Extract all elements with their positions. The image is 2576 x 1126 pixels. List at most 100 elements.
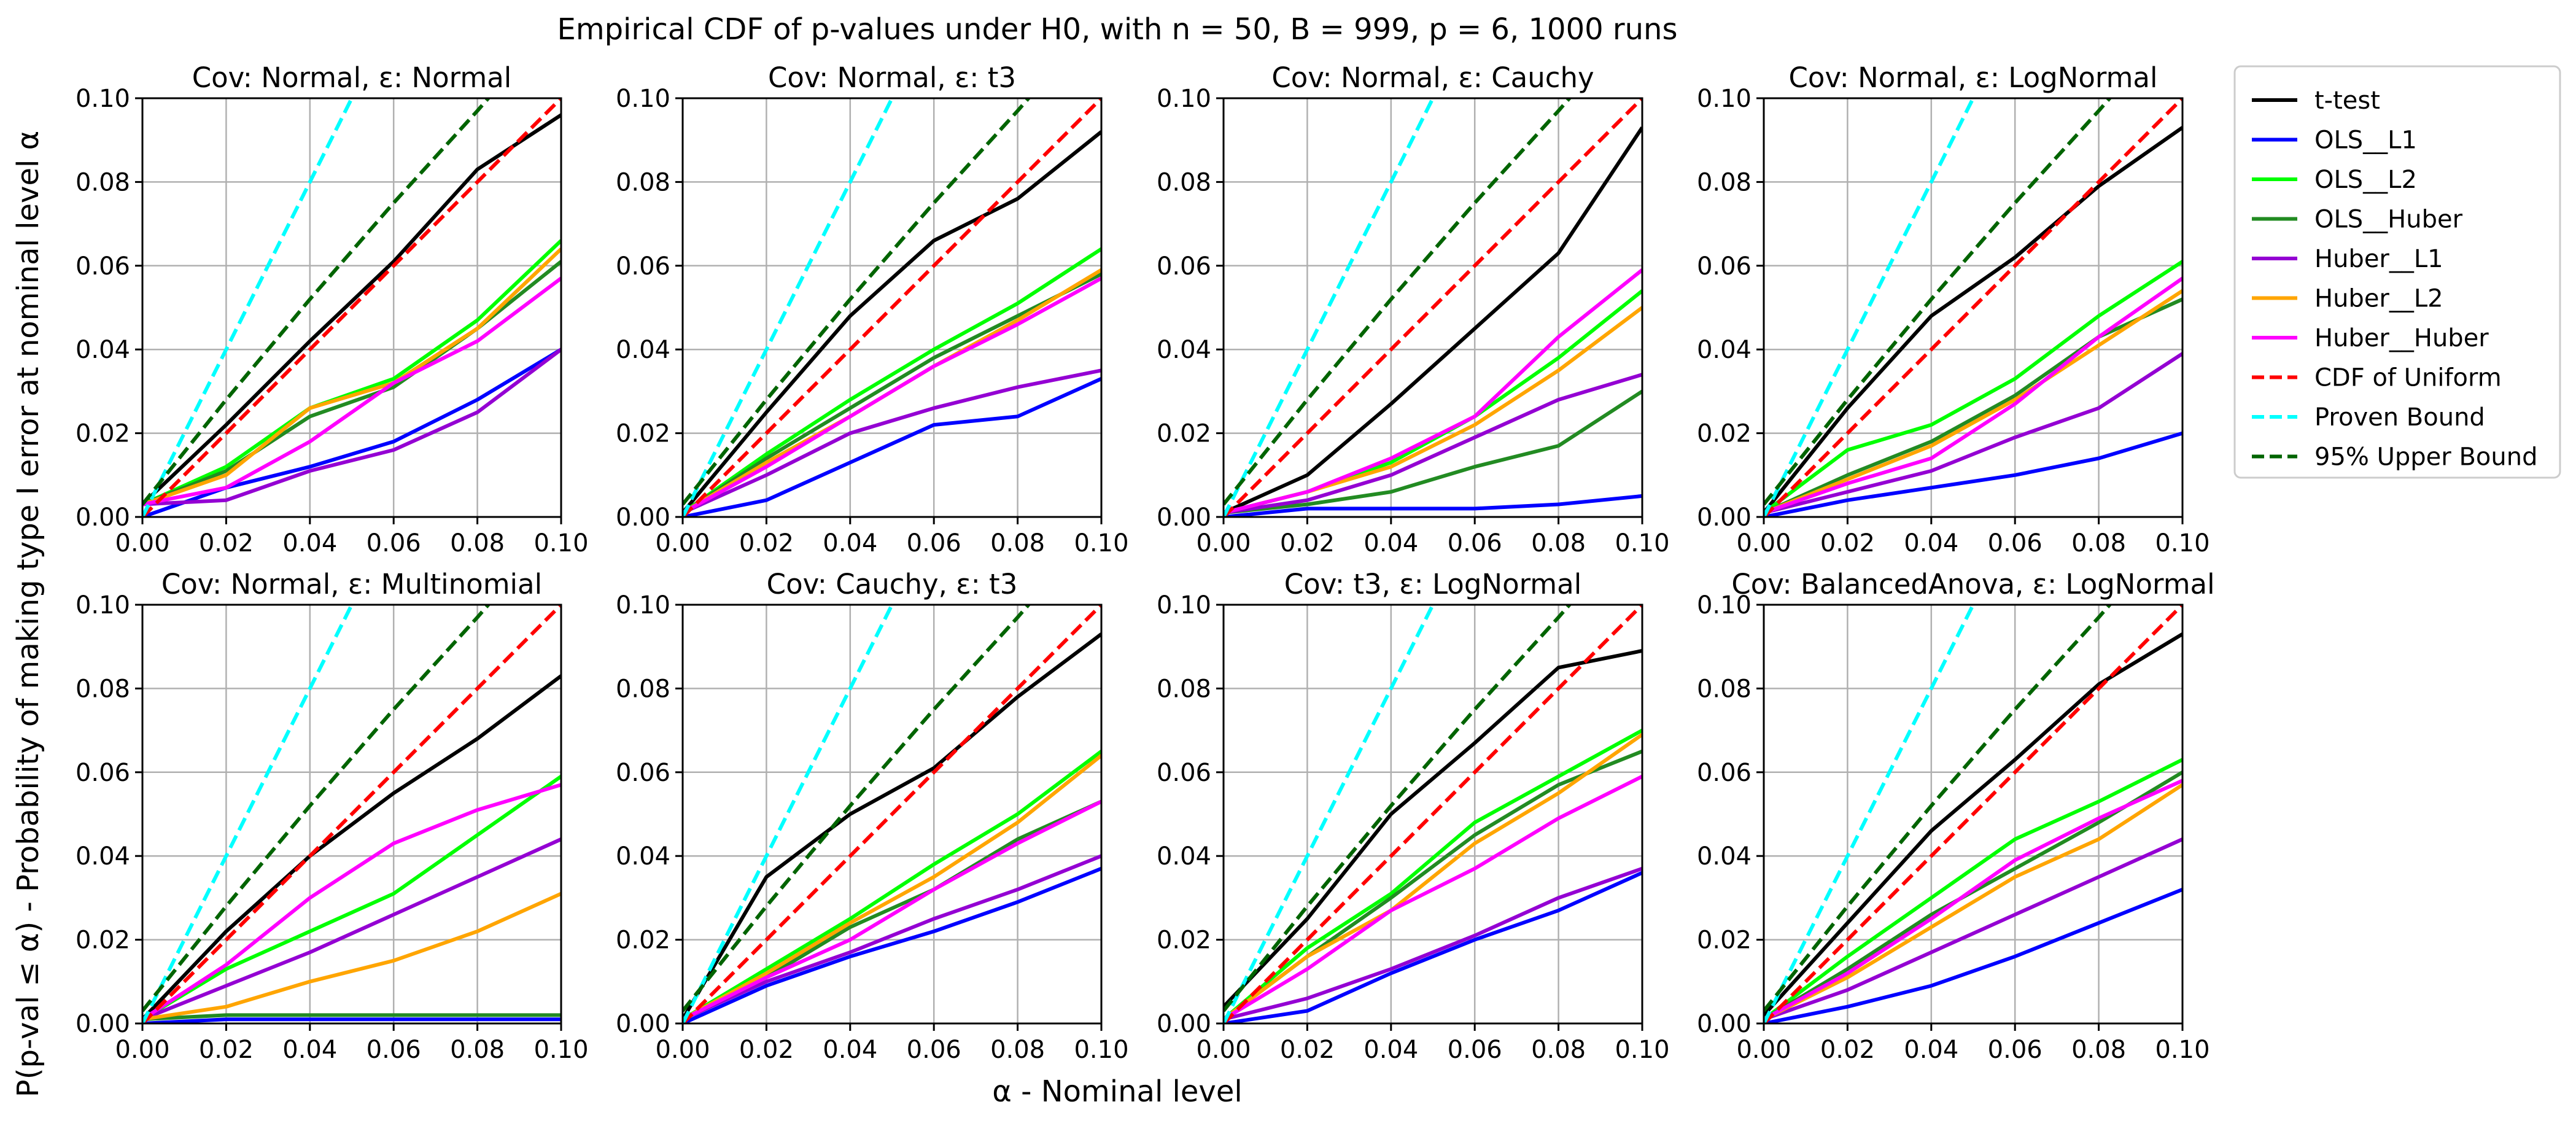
- y-tick-label: 0.04: [1697, 842, 1752, 871]
- y-tick-label: 0.04: [76, 842, 130, 871]
- subplot-1: 0.00 0.02 0.04 0.06 0.08 0.10 0.00 0.02 0.04 0.06…: [76, 61, 589, 557]
- subplot-title: Cov: Normal, ε: t3: [768, 61, 1016, 94]
- series-line-t-test: [1224, 649, 1642, 1008]
- y-tick-label: 0.06: [76, 759, 130, 787]
- x-tick-label: 0.08: [990, 529, 1045, 557]
- subplot-title: Cov: Normal, ε: Cauchy: [1271, 61, 1594, 94]
- series-line-huber-huber: [142, 783, 561, 1021]
- x-tick-label: 0.02: [199, 1036, 254, 1064]
- series-line-ols-l2: [142, 775, 561, 1021]
- x-tick-label: 0.10: [2155, 1036, 2209, 1064]
- y-tick-label: 0.02: [616, 420, 670, 448]
- x-tick-label: 0.00: [1196, 1036, 1251, 1064]
- series-line-huber-l2: [1764, 783, 2182, 1021]
- series-line-huber-l1: [1224, 866, 1642, 1022]
- series-line-ols-huber: [142, 1013, 561, 1022]
- x-tick-label: 0.00: [115, 1036, 169, 1064]
- series-group: [1764, 98, 2182, 517]
- subplot-2: 0.00 0.02 0.04 0.06 0.08 0.10 0.00 0.02 0.04 0.06…: [616, 61, 1129, 557]
- series-line-95-upper-bound: [1764, 605, 2112, 1012]
- y-tick-label: 0.10: [616, 85, 670, 113]
- series-line-cdf-of-uniform: [1764, 605, 2182, 1023]
- y-tick-label: 0.08: [616, 675, 670, 703]
- subplot-7: 0.00 0.02 0.04 0.06 0.08 0.10 0.00 0.02 0.04 0.06…: [1157, 568, 1670, 1064]
- legend-label-t-test: t-test: [2314, 87, 2380, 115]
- y-tick-label: 0.04: [1157, 336, 1211, 364]
- series-group: [142, 98, 561, 517]
- y-tick-label: 0.00: [76, 1010, 130, 1038]
- series-line-t-test: [142, 674, 561, 1021]
- series-line-cdf-of-uniform: [142, 605, 561, 1023]
- figure-ylabel: P(p-val ≤ α) - Probability of making typ…: [11, 131, 45, 1097]
- subplot-title: Cov: Normal, ε: LogNormal: [1789, 61, 2158, 94]
- y-tick-label: 0.02: [1157, 926, 1211, 955]
- series-line-95-upper-bound: [142, 605, 491, 1012]
- series-line-cdf-of-uniform: [142, 98, 561, 517]
- series-line-t-test: [1764, 126, 2182, 514]
- y-tick-label: 0.06: [1157, 759, 1211, 787]
- series-line-cdf-of-uniform: [683, 605, 1101, 1023]
- x-tick-label: 0.00: [1736, 1036, 1791, 1064]
- axes-frame: [1763, 604, 2184, 1025]
- series-line-huber-huber: [1224, 268, 1642, 515]
- y-tick-label: 0.02: [76, 420, 130, 448]
- legend-label-huber-huber: Huber__Huber: [2314, 324, 2489, 352]
- series-line-95-upper-bound: [683, 98, 1031, 506]
- series-line-huber-l2: [142, 247, 561, 507]
- y-tick-label: 0.10: [1697, 85, 1752, 113]
- series-line-t-test: [1224, 126, 1642, 514]
- x-tick-label: 0.04: [1904, 529, 1958, 557]
- figure-xlabel: α - Nominal level: [992, 1074, 1242, 1109]
- x-tick-label: 0.02: [1280, 1036, 1335, 1064]
- series-line-huber-l2: [1224, 732, 1642, 1021]
- y-tick-label: 0.04: [1157, 842, 1211, 871]
- legend-label-cdf-of-uniform: CDF of Uniform: [2314, 364, 2502, 392]
- series-line-95-upper-bound: [1764, 98, 2112, 506]
- legend-frame: [2233, 65, 2561, 479]
- y-tick-label: 0.04: [616, 842, 670, 871]
- y-tick-label: 0.04: [1697, 336, 1752, 364]
- y-tick-label: 0.00: [1157, 503, 1211, 532]
- x-tick-label: 0.08: [2071, 1036, 2126, 1064]
- series-line-huber-huber: [1224, 774, 1642, 1021]
- series-line-ols-huber: [1764, 297, 2182, 514]
- subplot-3: 0.00 0.02 0.04 0.06 0.08 0.10 0.00 0.02 0.04 0.06…: [1157, 61, 1670, 557]
- y-tick-label: 0.10: [1157, 591, 1211, 619]
- x-tick-label: 0.06: [907, 1036, 961, 1064]
- y-tick-label: 0.06: [1157, 252, 1211, 281]
- series-line-ols-l1: [683, 866, 1101, 1023]
- subplot-title: Cov: Cauchy, ε: t3: [767, 568, 1018, 600]
- x-tick-label: 0.02: [1820, 529, 1875, 557]
- series-line-huber-l1: [1224, 373, 1642, 515]
- subplot-title: Cov: Normal, ε: Multinomial: [161, 568, 542, 600]
- series-line-huber-huber: [1764, 778, 2182, 1021]
- x-tick-label: 0.02: [1280, 529, 1335, 557]
- y-tick-label: 0.10: [76, 85, 130, 113]
- x-tick-label: 0.08: [990, 1036, 1045, 1064]
- x-tick-label: 0.08: [1531, 529, 1586, 557]
- x-tick-label: 0.06: [1988, 1036, 2043, 1064]
- series-line-huber-l1: [142, 837, 561, 1021]
- y-tick-label: 0.00: [1697, 503, 1752, 532]
- y-tick-label: 0.08: [1697, 675, 1752, 703]
- series-line-ols-l2: [142, 239, 561, 507]
- y-tick-label: 0.00: [76, 503, 130, 532]
- x-tick-label: 0.00: [655, 529, 710, 557]
- y-tick-label: 0.02: [1157, 420, 1211, 448]
- x-tick-label: 0.02: [739, 529, 794, 557]
- series-line-huber-l2: [142, 891, 561, 1022]
- series-line-cdf-of-uniform: [683, 98, 1101, 517]
- x-tick-label: 0.04: [1364, 529, 1418, 557]
- series-line-ols-l2: [1224, 728, 1642, 1021]
- series-line-huber-l2: [1764, 289, 2182, 514]
- y-tick-label: 0.10: [76, 591, 130, 619]
- y-tick-label: 0.00: [616, 503, 670, 532]
- y-tick-label: 0.08: [1157, 168, 1211, 196]
- series-group: [1224, 605, 1642, 1023]
- x-tick-label: 0.04: [282, 529, 337, 557]
- series-line-ols-l1: [1224, 871, 1642, 1023]
- axes-frame: [681, 604, 1103, 1025]
- series-line-huber-l1: [683, 854, 1101, 1021]
- x-tick-label: 0.06: [907, 529, 961, 557]
